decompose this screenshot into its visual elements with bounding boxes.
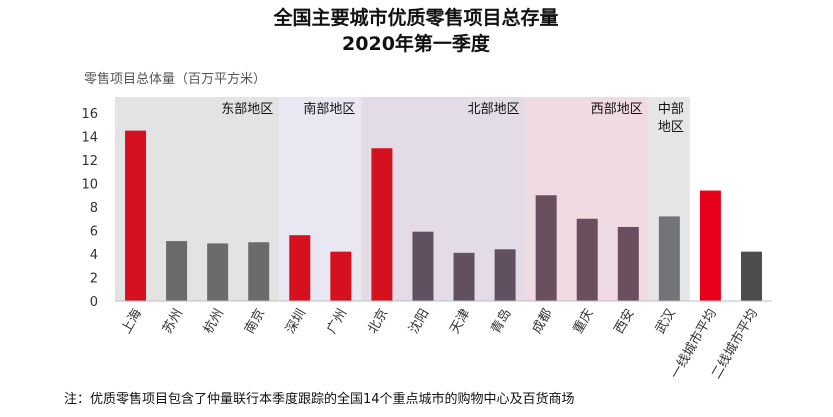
bar — [576, 218, 598, 301]
bar — [494, 249, 516, 301]
bar — [412, 231, 434, 301]
x-tick-label: 武汉 — [653, 307, 679, 337]
chart-title-line1: 全国主要城市优质零售项目总存量 — [272, 6, 558, 29]
bar — [535, 195, 557, 301]
footnote: 注：优质零售项目包含了仲量联行本季度跟踪的全国14个重点城市的购物中心及百货商场 — [64, 391, 575, 407]
x-tick-label: 天津 — [447, 307, 473, 337]
y-tick-label: 6 — [90, 225, 98, 240]
x-tick-label: 广州 — [324, 307, 350, 337]
x-tick-label: 杭州 — [201, 307, 227, 337]
x-tick-label: 北京 — [365, 307, 391, 337]
bar — [330, 251, 352, 301]
y-tick-label: 16 — [81, 107, 98, 122]
y-axis-ticks: 0 2 4 6 8 10 12 14 16 — [81, 107, 98, 310]
x-tick-label: 重庆 — [570, 306, 597, 337]
y-tick-label: 10 — [81, 178, 98, 193]
x-tick-label: 深圳 — [283, 307, 309, 337]
bar — [248, 242, 270, 301]
x-tick-label: 上海 — [119, 307, 145, 337]
bar — [658, 216, 680, 301]
y-axis-label: 零售项目总体量（百万平方米） — [84, 71, 266, 87]
y-tick-label: 12 — [81, 154, 98, 169]
y-tick-label: 14 — [81, 131, 98, 146]
bar — [125, 130, 147, 301]
region-label: 东部地区 — [221, 102, 273, 117]
bar — [207, 243, 229, 301]
x-tick-label: 苏州 — [159, 306, 186, 337]
bar — [289, 235, 311, 301]
region-label: 南部地区 — [303, 101, 355, 117]
x-tick-label: 沈阳 — [406, 307, 432, 337]
bars — [125, 130, 762, 301]
x-tick-label: 南京 — [241, 306, 268, 337]
y-tick-label: 8 — [90, 201, 98, 216]
bar — [166, 241, 188, 301]
bar — [617, 226, 639, 301]
y-tick-label: 2 — [90, 272, 98, 287]
y-tick-label: 4 — [90, 248, 98, 263]
region-label: 地区 — [658, 120, 684, 135]
region-label: 北部地区 — [468, 102, 520, 117]
x-tick-label: 西安 — [612, 307, 638, 337]
x-tick-label: 成都 — [530, 307, 556, 337]
region-label: 中部 — [658, 102, 684, 117]
bar — [453, 252, 475, 301]
bar — [371, 148, 393, 301]
region-label: 西部地区 — [591, 102, 643, 117]
x-tick-label: 青岛 — [488, 306, 515, 337]
bar — [740, 251, 762, 301]
chart-title-line2: 2020年第一季度 — [342, 32, 491, 55]
bar — [699, 190, 721, 301]
y-tick-label: 0 — [90, 295, 98, 310]
